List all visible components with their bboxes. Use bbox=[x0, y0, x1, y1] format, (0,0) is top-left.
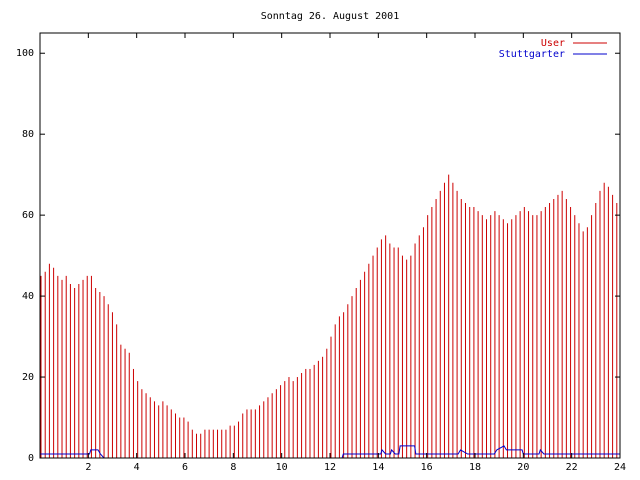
y-tick-label: 60 bbox=[22, 210, 34, 221]
chart-title: Sonntag 26. August 2001 bbox=[261, 11, 399, 22]
y-axis: 0 20 40 60 80 100 bbox=[16, 48, 620, 464]
user-series bbox=[40, 174, 618, 458]
x-tick-label: 10 bbox=[276, 462, 288, 473]
x-tick-label: 14 bbox=[372, 462, 384, 473]
y-tick-label: 0 bbox=[28, 453, 34, 464]
x-tick-label: 24 bbox=[614, 462, 626, 473]
x-axis: 2 4 6 8 10 12 14 16 18 20 22 24 bbox=[85, 33, 626, 473]
x-tick-label: 22 bbox=[566, 462, 578, 473]
y-tick-label: 40 bbox=[22, 291, 34, 302]
y-tick-label: 20 bbox=[22, 372, 34, 383]
x-tick-label: 4 bbox=[134, 462, 140, 473]
x-tick-label: 18 bbox=[469, 462, 481, 473]
x-tick-label: 12 bbox=[324, 462, 336, 473]
x-tick-label: 16 bbox=[421, 462, 433, 473]
x-tick-label: 8 bbox=[230, 462, 236, 473]
y-tick-label: 80 bbox=[22, 129, 34, 140]
x-tick-label: 2 bbox=[85, 462, 91, 473]
legend-label: Stuttgarter bbox=[499, 49, 565, 60]
legend-label: User bbox=[541, 38, 565, 49]
x-tick-label: 20 bbox=[517, 462, 529, 473]
x-tick-label: 6 bbox=[182, 462, 188, 473]
y-tick-label: 100 bbox=[16, 48, 34, 59]
